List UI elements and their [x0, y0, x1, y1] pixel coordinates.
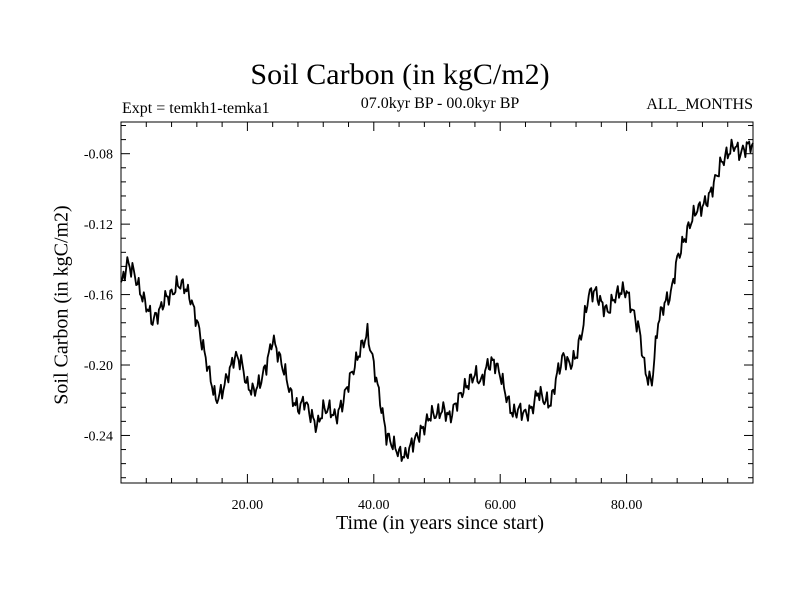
- months-label: ALL_MONTHS: [646, 96, 753, 113]
- x-tick-label: 40.00: [358, 498, 390, 513]
- x-tick-label: 80.00: [611, 498, 643, 513]
- period-label: 07.0kyr BP - 00.0kyr BP: [360, 95, 520, 112]
- plot-frame: [120, 121, 754, 484]
- y-tick-label: -0.20: [84, 359, 113, 374]
- experiment-label: Expt = temkh1-temka1: [122, 100, 270, 117]
- y-tick-label: -0.16: [84, 289, 113, 304]
- axis-ticks: [121, 122, 753, 483]
- y-tick-label: -0.12: [84, 218, 113, 233]
- y-tick-label: -0.08: [84, 148, 113, 163]
- x-tick-label: 20.00: [232, 498, 264, 513]
- x-tick-label: 60.00: [484, 498, 516, 513]
- tick-labels: 20.00 40.00 60.00 80.00 -0.08 -0.12 -0.16 -0.20…: [84, 148, 643, 513]
- chart-title: Soil Carbon (in kgC/m2): [250, 58, 550, 91]
- soil-carbon-series-line: [120, 138, 754, 462]
- x-axis-label: Time (in years since start): [335, 512, 545, 534]
- y-tick-label: -0.24: [84, 429, 113, 444]
